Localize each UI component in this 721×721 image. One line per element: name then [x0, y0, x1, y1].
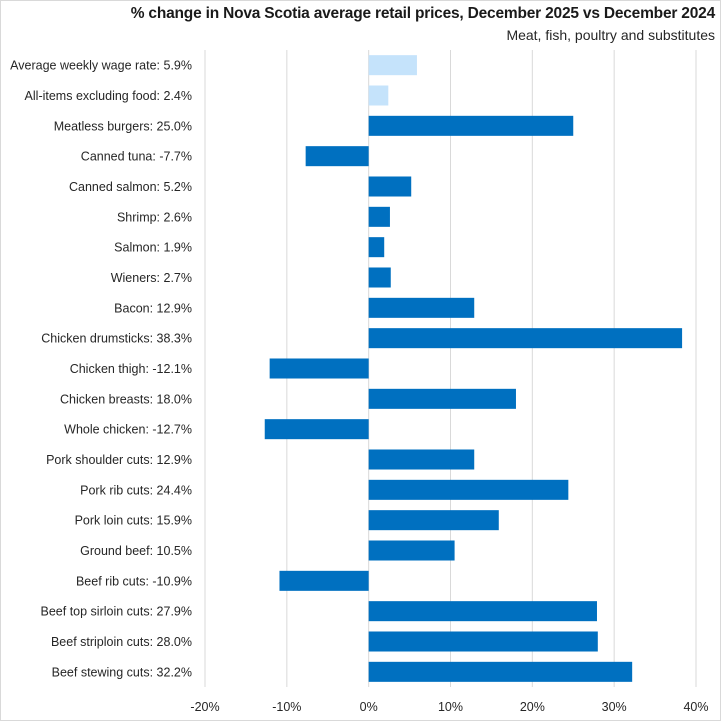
- bar: [368, 601, 597, 622]
- bar: [368, 237, 385, 258]
- x-tick-label: 40%: [683, 700, 708, 714]
- x-tick-label: 30%: [602, 700, 627, 714]
- category-label: Ground beef: 10.5%: [80, 544, 192, 558]
- category-label: Whole chicken: -12.7%: [64, 423, 192, 437]
- bar: [368, 85, 389, 106]
- category-label: Bacon: 12.9%: [114, 301, 192, 315]
- bar: [368, 297, 475, 318]
- bar: [368, 206, 390, 227]
- bar: [368, 176, 412, 197]
- category-label: Chicken thigh: -12.1%: [70, 362, 192, 376]
- bar: [305, 146, 369, 167]
- bar: [279, 570, 369, 591]
- bar: [368, 479, 569, 500]
- category-label: Beef striploin cuts: 28.0%: [51, 635, 192, 649]
- x-tick-label: -10%: [272, 700, 301, 714]
- category-label: Shrimp: 2.6%: [117, 210, 192, 224]
- category-labels: Average weekly wage rate: 5.9% All-items …: [10, 59, 192, 680]
- bar: [264, 419, 369, 440]
- x-tick-label: 20%: [520, 700, 545, 714]
- category-label: Beef rib cuts: -10.9%: [76, 574, 192, 588]
- category-label: All-items excluding food: 2.4%: [25, 89, 192, 103]
- category-label: Pork loin cuts: 15.9%: [75, 514, 192, 528]
- bar: [368, 661, 633, 682]
- bar: [368, 328, 683, 349]
- x-tick-labels: -20% -10% 0% 10% 20% 30% 40%: [190, 700, 708, 714]
- bar: [269, 358, 369, 379]
- bar: [368, 540, 455, 561]
- category-label: Pork rib cuts: 24.4%: [80, 483, 192, 497]
- category-label: Chicken breasts: 18.0%: [60, 392, 192, 406]
- bar: [368, 631, 598, 652]
- bars: [264, 55, 683, 682]
- bar: [368, 267, 391, 288]
- x-tick-label: 0%: [360, 700, 378, 714]
- category-label: Beef top sirloin cuts: 27.9%: [41, 605, 192, 619]
- category-label: Canned tuna: -7.7%: [81, 150, 192, 164]
- category-label: Canned salmon: 5.2%: [69, 180, 192, 194]
- x-tick-label: -20%: [190, 700, 219, 714]
- bar: [368, 449, 475, 470]
- category-label: Pork shoulder cuts: 12.9%: [46, 453, 192, 467]
- bar: [368, 388, 516, 409]
- category-label: Wieners: 2.7%: [111, 271, 192, 285]
- category-label: Salmon: 1.9%: [114, 241, 192, 255]
- chart-subtitle: Meat, fish, poultry and substitutes: [506, 27, 715, 43]
- category-label: Meatless burgers: 25.0%: [54, 119, 192, 133]
- bar: [368, 55, 417, 76]
- x-tick-label: 10%: [438, 700, 463, 714]
- bar: [368, 510, 499, 531]
- category-label: Average weekly wage rate: 5.9%: [10, 59, 192, 73]
- chart-title: % change in Nova Scotia average retail p…: [130, 5, 715, 22]
- category-label: Beef stewing cuts: 32.2%: [52, 665, 192, 679]
- category-label: Chicken drumsticks: 38.3%: [41, 332, 192, 346]
- bar: [368, 115, 574, 136]
